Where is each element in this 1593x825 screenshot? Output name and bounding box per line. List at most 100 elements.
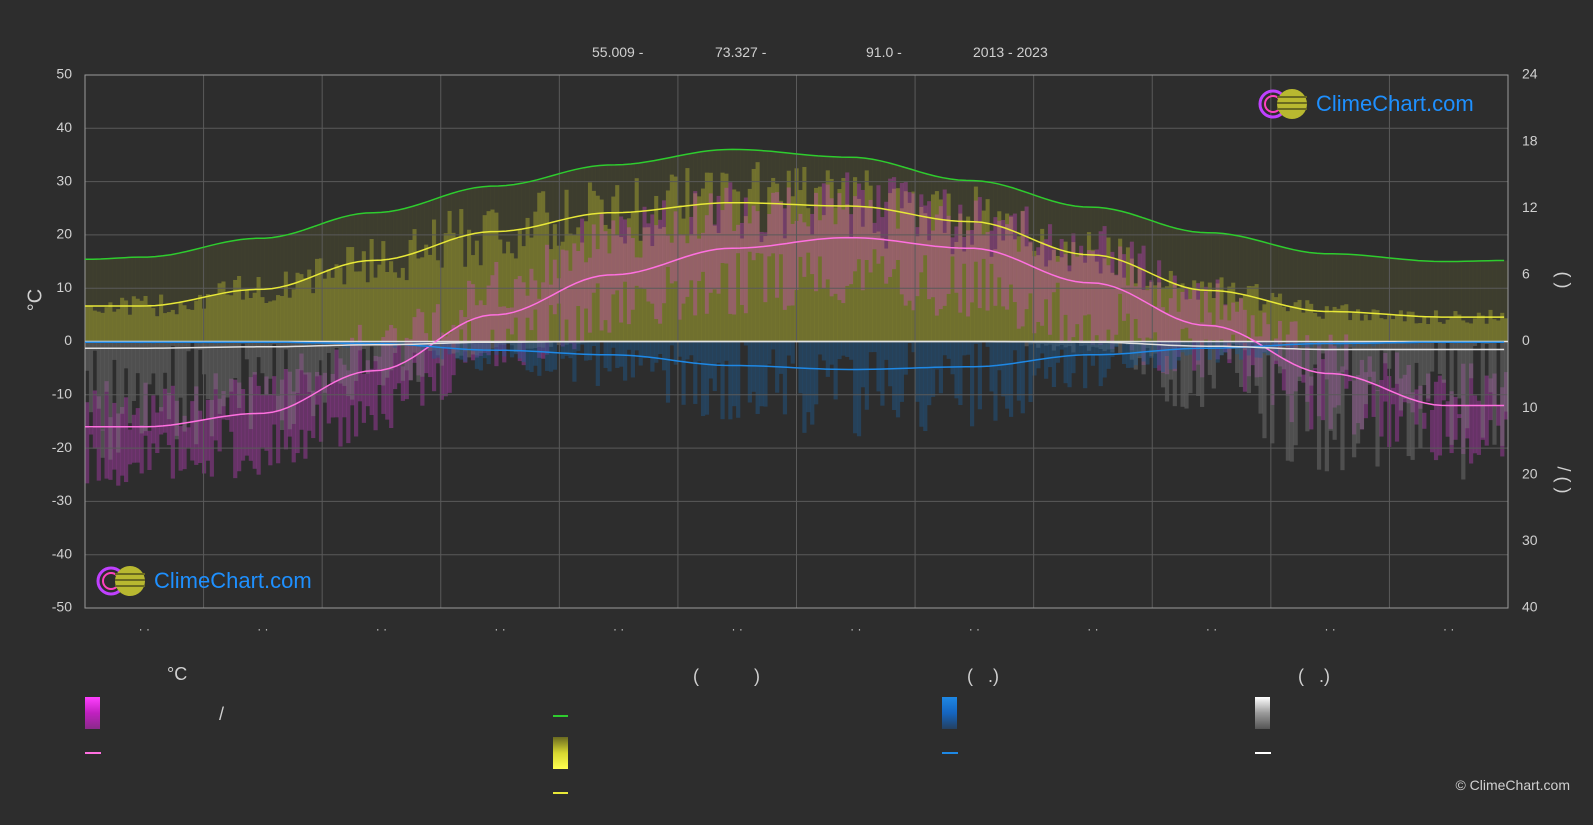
rain-bar (1157, 341, 1162, 366)
rain-bar (1063, 341, 1068, 384)
snow-bar (1437, 341, 1443, 374)
sunshine-bar (969, 244, 975, 342)
sunshine-bar (1184, 299, 1189, 342)
temp-range-bar (408, 339, 413, 381)
rain-bar (931, 341, 936, 397)
month-tick-label: · · (1087, 622, 1098, 636)
snow-bar (116, 341, 121, 453)
sunshine-bar (1180, 283, 1185, 342)
sunshine-bar (919, 206, 924, 342)
sunshine-bar (1227, 286, 1232, 342)
rain-bar (1129, 341, 1135, 368)
daylight-band (1457, 261, 1462, 342)
sunshine-bar (681, 218, 686, 342)
temp-range-bar (1336, 371, 1341, 406)
rain-bar (1040, 341, 1045, 354)
temp-range-bar (1118, 246, 1123, 294)
temp-range-bar (630, 238, 636, 310)
temp-range-bar (159, 407, 164, 435)
sunshine-bar (1207, 282, 1213, 342)
sunshine-bar (221, 281, 226, 342)
left-tick-label: -10 (52, 386, 72, 402)
snow-bar (1274, 341, 1279, 361)
daylight-band (1289, 248, 1294, 342)
snow-bar (1200, 341, 1205, 407)
temp-range-bar (1305, 335, 1310, 402)
temp-range-bar (330, 373, 335, 418)
rain-bar (973, 341, 979, 344)
sunshine-bar (1449, 316, 1454, 342)
snow-bar (381, 341, 386, 386)
daylight-band (178, 253, 183, 342)
legend-swatch-rain-mean (942, 752, 958, 754)
sunshine-bar (170, 309, 175, 342)
snow-bar (1371, 341, 1376, 383)
rain-bar (1028, 341, 1033, 402)
rain-bar (825, 341, 830, 377)
daylight-band (1297, 250, 1302, 342)
legend-swatch-sunshine-mean (553, 792, 568, 794)
copyright: © ClimeChart.com (1455, 777, 1570, 793)
month-tick-label: · · (257, 622, 268, 636)
sunshine-bar (599, 199, 604, 342)
rain-bar (845, 341, 850, 357)
temp-range-bar (303, 372, 308, 459)
sunshine-bar (973, 186, 979, 342)
sunshine-bar (1008, 216, 1014, 342)
snow-bar (1383, 341, 1388, 364)
month-tick-label: · · (139, 622, 150, 636)
rain-bar (525, 341, 530, 371)
sunshine-bar (248, 298, 253, 342)
rain-bar (1164, 341, 1170, 357)
sunshine-bar (798, 190, 803, 342)
rain-bar (1168, 341, 1174, 370)
sunshine-bar (630, 212, 636, 342)
snow-bar (396, 341, 402, 346)
temp-range-bar (724, 187, 729, 264)
snow-bar (147, 341, 152, 385)
sunshine-bar (958, 213, 963, 342)
sunshine-bar (318, 258, 324, 342)
rain-bar (700, 341, 706, 417)
sunshine-bar (619, 237, 624, 342)
sunshine-bar (677, 205, 682, 342)
temp-range-bar (669, 242, 674, 284)
snow-bar (1500, 341, 1505, 446)
snow-bar (346, 341, 351, 397)
rain-bar (837, 341, 842, 360)
legend-label-temp-range: / (219, 704, 225, 724)
temp-range-bar (712, 224, 717, 290)
temp-range-bar (802, 222, 807, 277)
sunshine-bar (116, 309, 121, 342)
sunshine-bar (1254, 284, 1259, 342)
temp-range-bar (291, 391, 296, 463)
temp-range-bar (545, 244, 550, 355)
legend-title-rain: ( .) (967, 666, 999, 686)
sunshine-bar (112, 311, 117, 342)
sunshine-bar (1320, 318, 1326, 342)
temp-range-bar (1203, 286, 1209, 340)
sunshine-bar (829, 178, 834, 342)
sunshine-bar (1359, 320, 1365, 342)
daylight-band (1437, 261, 1443, 342)
snow-bar (1180, 341, 1185, 407)
snow-bar (385, 341, 390, 378)
daylight-band (365, 212, 370, 342)
rain-bar (669, 341, 674, 346)
snow-bar (389, 341, 394, 371)
sunshine-bar (564, 189, 569, 342)
temp-range-bar (806, 226, 811, 253)
sunshine-bar (1188, 287, 1193, 342)
temp-range-bar (170, 385, 175, 479)
temp-range-bar (907, 192, 912, 301)
rain-bar (1238, 341, 1244, 360)
sunshine-bar (311, 293, 316, 342)
sunshine-bar (521, 246, 526, 342)
snow-bar (1149, 341, 1154, 357)
sunshine-bar (790, 196, 795, 342)
rain-bar (720, 341, 725, 420)
snow-bar (318, 341, 324, 361)
temp-range-bar (346, 370, 351, 444)
rain-bar (1020, 341, 1025, 414)
snow-bar (342, 341, 347, 386)
